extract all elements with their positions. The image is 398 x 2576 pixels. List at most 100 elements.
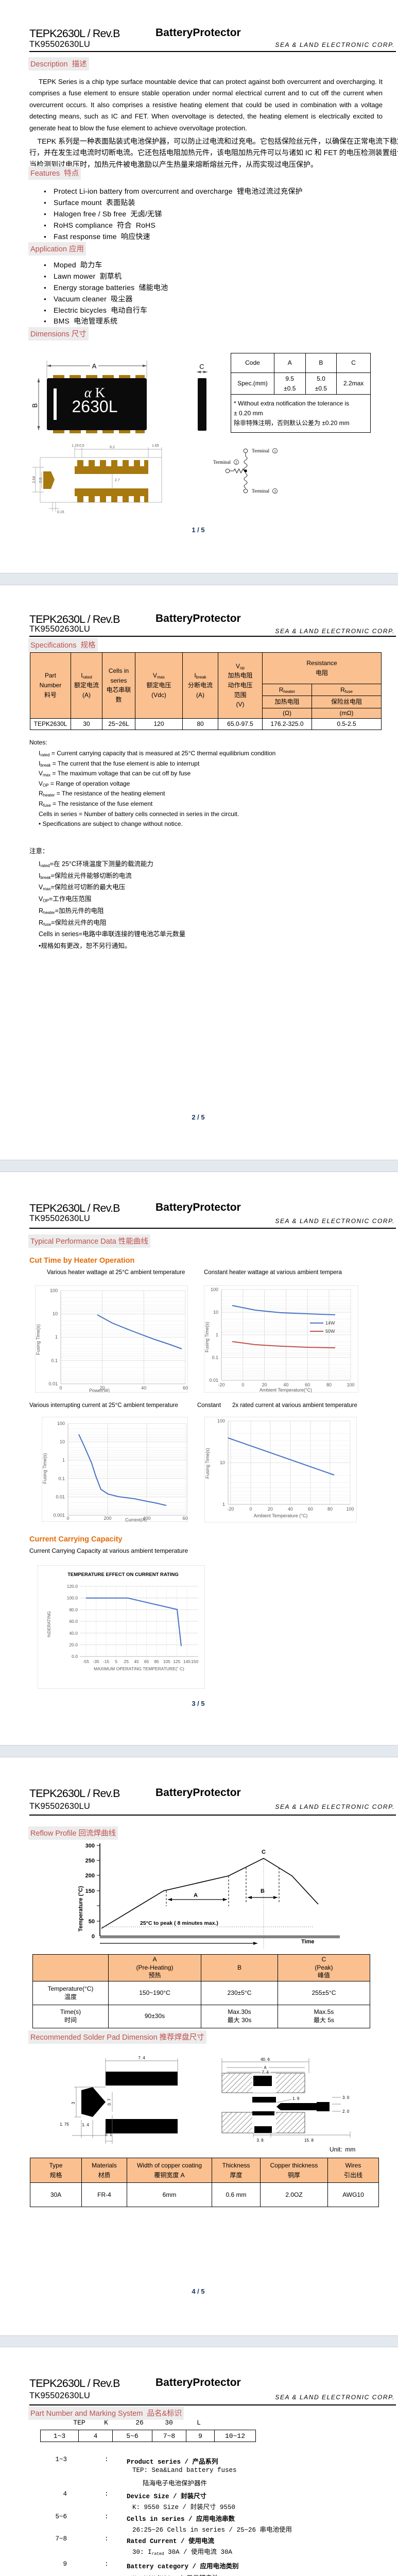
svg-text:100: 100 xyxy=(211,1287,218,1292)
svg-text:145: 145 xyxy=(183,1659,191,1664)
svg-text:85: 85 xyxy=(154,1659,159,1664)
svg-text:0: 0 xyxy=(66,1516,69,1521)
svg-text:200: 200 xyxy=(103,1516,111,1521)
svg-text:6.2: 6.2 xyxy=(110,446,115,449)
svg-text:7. 4: 7. 4 xyxy=(262,2070,269,2075)
svg-text:A: A xyxy=(194,1892,198,1899)
svg-text:14W: 14W xyxy=(325,1320,335,1326)
svg-text:20: 20 xyxy=(262,1382,267,1387)
svg-text:C: C xyxy=(199,363,204,370)
svg-text:Terminal: Terminal xyxy=(213,460,231,465)
svg-text:0.1: 0.1 xyxy=(212,1355,218,1360)
svg-text:0.01: 0.01 xyxy=(56,1494,65,1499)
svg-text:20.0: 20.0 xyxy=(69,1642,78,1648)
svg-text:25°C to peak ( 8 minutes max.): 25°C to peak ( 8 minutes max.) xyxy=(140,1920,218,1926)
svg-text:0.01: 0.01 xyxy=(209,1378,218,1383)
svg-text:Time: Time xyxy=(301,1939,314,1945)
svg-text:0.15: 0.15 xyxy=(57,511,64,514)
svg-text:%DERATING: %DERATING xyxy=(46,1611,51,1637)
svg-text:-20: -20 xyxy=(227,1506,234,1512)
svg-text:120.0: 120.0 xyxy=(67,1584,78,1589)
svg-text:3: 3 xyxy=(274,489,276,494)
svg-text:100: 100 xyxy=(347,1382,354,1387)
svg-text:60: 60 xyxy=(183,1385,188,1391)
svg-text:300: 300 xyxy=(85,1843,95,1849)
svg-text:-15: -15 xyxy=(103,1659,110,1664)
svg-text:2. 0: 2. 0 xyxy=(342,2109,350,2114)
svg-text:600: 600 xyxy=(182,1516,188,1521)
svg-text:Fusing Time(s): Fusing Time(s) xyxy=(204,1321,210,1352)
svg-text:-35: -35 xyxy=(93,1659,99,1664)
svg-text:20: 20 xyxy=(268,1506,273,1512)
svg-text:1: 1 xyxy=(222,1502,225,1507)
svg-text:200: 200 xyxy=(85,1873,95,1879)
svg-text:Fusing Time(s): Fusing Time(s) xyxy=(42,1453,47,1484)
svg-text:0.0: 0.0 xyxy=(72,1654,78,1659)
svg-text:-55: -55 xyxy=(83,1659,90,1664)
svg-text:B: B xyxy=(261,1888,265,1894)
svg-text:0.1: 0.1 xyxy=(58,1476,65,1481)
svg-text:80: 80 xyxy=(326,1382,332,1387)
svg-text:0.5: 0.5 xyxy=(79,444,84,448)
svg-text:Current(A): Current(A) xyxy=(125,1517,147,1522)
svg-text:150: 150 xyxy=(191,1659,198,1664)
svg-text:0.8: 0.8 xyxy=(39,478,43,483)
svg-text:C: C xyxy=(262,1849,266,1855)
svg-text:1: 1 xyxy=(274,449,276,453)
svg-text:B: B xyxy=(31,403,39,408)
svg-text:0.001: 0.001 xyxy=(53,1513,65,1518)
svg-text:100: 100 xyxy=(57,1421,65,1426)
svg-text:Fusing Time(s): Fusing Time(s) xyxy=(205,1448,210,1479)
svg-text:1. 9: 1. 9 xyxy=(292,2096,300,2101)
svg-text:Terminal: Terminal xyxy=(252,449,270,454)
svg-text:100: 100 xyxy=(217,1418,225,1423)
svg-text:0.1: 0.1 xyxy=(51,1358,58,1363)
svg-text:45: 45 xyxy=(134,1659,139,1664)
svg-text:10: 10 xyxy=(213,1310,218,1315)
svg-text:-20: -20 xyxy=(218,1382,224,1387)
svg-text:40. 6: 40. 6 xyxy=(261,2057,270,2062)
svg-text:40.0: 40.0 xyxy=(69,1631,78,1636)
svg-text:250: 250 xyxy=(85,1858,95,1864)
svg-text:400: 400 xyxy=(143,1516,150,1521)
svg-text:Power(W): Power(W) xyxy=(89,1388,110,1393)
svg-text:TEMPERATURE EFFECT ON CURRENT: TEMPERATURE EFFECT ON CURRENT RATING xyxy=(67,1572,179,1578)
svg-text:MAXIMUM OPERATING TEMPERATURE(: MAXIMUM OPERATING TEMPERATURE(˚ C) xyxy=(94,1666,184,1671)
svg-text:100.0: 100.0 xyxy=(67,1596,78,1601)
svg-text:150: 150 xyxy=(85,1888,95,1894)
svg-text:1: 1 xyxy=(216,1332,218,1337)
svg-text:Fusing Time(s): Fusing Time(s) xyxy=(36,1324,41,1355)
svg-text:105: 105 xyxy=(163,1659,170,1664)
svg-text:25: 25 xyxy=(124,1659,129,1664)
svg-text:Terminal: Terminal xyxy=(252,489,270,494)
svg-text:3: 3 xyxy=(71,2102,76,2104)
svg-text:3. 8: 3. 8 xyxy=(256,2138,264,2143)
svg-text:50W: 50W xyxy=(325,1329,335,1334)
svg-text:50: 50 xyxy=(89,1919,95,1925)
svg-text:Ambient Temperature(°C): Ambient Temperature(°C) xyxy=(259,1387,312,1393)
svg-text:10: 10 xyxy=(220,1460,225,1465)
svg-text:0. 7: 0. 7 xyxy=(107,2098,112,2106)
svg-text:125: 125 xyxy=(173,1659,180,1664)
svg-text:0: 0 xyxy=(241,1382,244,1387)
svg-text:80.0: 80.0 xyxy=(69,1607,78,1612)
svg-text:20: 20 xyxy=(100,1385,105,1391)
svg-text:2: 2 xyxy=(235,461,237,465)
svg-text:α K: α K xyxy=(84,385,106,400)
svg-text:1. 75: 1. 75 xyxy=(60,2122,69,2127)
svg-text:60: 60 xyxy=(305,1382,310,1387)
svg-text:0: 0 xyxy=(92,1934,95,1940)
svg-text:5: 5 xyxy=(115,1659,117,1664)
svg-text:1.65: 1.65 xyxy=(152,444,159,448)
svg-text:10: 10 xyxy=(60,1439,65,1445)
svg-text:15. 8: 15. 8 xyxy=(304,2138,314,2143)
svg-text:0.01: 0.01 xyxy=(48,1381,58,1386)
svg-text:2.64: 2.64 xyxy=(32,476,36,483)
svg-text:1. 4: 1. 4 xyxy=(82,2123,89,2127)
svg-text:7. 4: 7. 4 xyxy=(138,2056,145,2060)
svg-text:100: 100 xyxy=(346,1506,354,1512)
svg-text:100: 100 xyxy=(50,1288,58,1293)
svg-text:1.15: 1.15 xyxy=(72,444,79,448)
svg-text:40: 40 xyxy=(288,1506,293,1512)
svg-text:3. 0: 3. 0 xyxy=(342,2095,350,2100)
